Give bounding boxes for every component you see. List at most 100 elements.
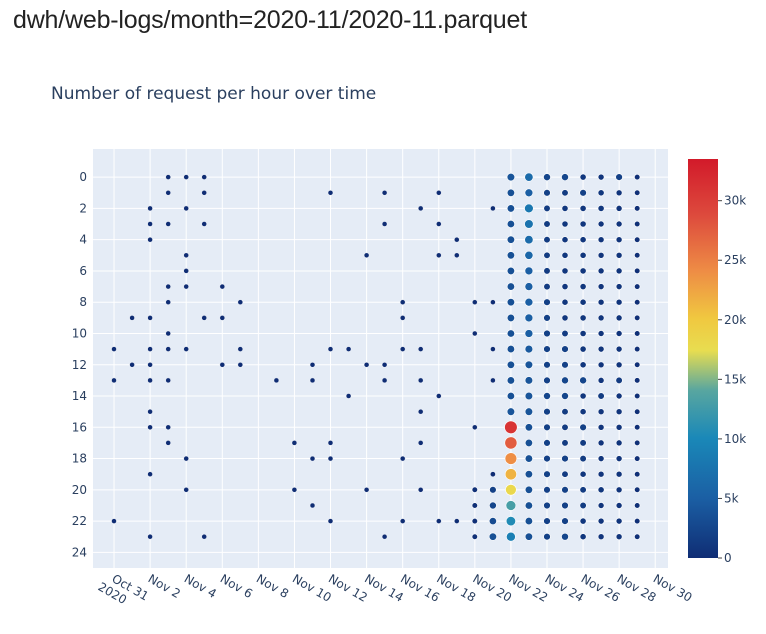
data-point[interactable] xyxy=(615,533,623,541)
data-point[interactable] xyxy=(505,516,516,527)
data-point[interactable] xyxy=(634,408,641,415)
data-point[interactable] xyxy=(615,173,623,181)
data-point[interactable] xyxy=(579,486,587,494)
data-point[interactable] xyxy=(543,501,551,510)
data-point[interactable] xyxy=(615,361,623,369)
data-point[interactable] xyxy=(201,174,207,180)
data-point[interactable] xyxy=(634,361,641,368)
data-point[interactable] xyxy=(579,376,587,385)
data-point[interactable] xyxy=(165,377,171,384)
data-point[interactable] xyxy=(579,533,587,541)
data-point[interactable] xyxy=(418,377,424,384)
data-point[interactable] xyxy=(201,190,207,196)
data-point[interactable] xyxy=(506,391,515,401)
data-point[interactable] xyxy=(488,532,497,541)
data-point[interactable] xyxy=(524,203,534,214)
data-point[interactable] xyxy=(147,471,153,477)
data-point[interactable] xyxy=(615,408,623,416)
data-point[interactable] xyxy=(543,204,551,212)
data-point[interactable] xyxy=(506,219,515,229)
data-point[interactable] xyxy=(543,189,551,197)
data-point[interactable] xyxy=(490,471,496,477)
data-point[interactable] xyxy=(634,439,641,446)
data-point[interactable] xyxy=(615,330,623,337)
data-point[interactable] xyxy=(524,376,534,385)
data-point[interactable] xyxy=(183,205,189,212)
data-point[interactable] xyxy=(381,190,388,196)
data-point[interactable] xyxy=(634,377,641,384)
data-point[interactable] xyxy=(147,409,153,415)
data-point[interactable] xyxy=(615,267,623,275)
data-point[interactable] xyxy=(597,220,605,228)
data-point[interactable] xyxy=(490,205,496,212)
data-point[interactable] xyxy=(309,362,316,368)
data-point[interactable] xyxy=(327,440,334,446)
data-point[interactable] xyxy=(597,502,605,509)
data-point[interactable] xyxy=(597,486,605,494)
data-point[interactable] xyxy=(418,409,424,415)
data-point[interactable] xyxy=(524,188,534,198)
data-point[interactable] xyxy=(524,470,533,479)
data-point[interactable] xyxy=(400,455,406,462)
data-point[interactable] xyxy=(472,299,478,305)
data-point[interactable] xyxy=(615,517,623,525)
data-point[interactable] xyxy=(147,205,153,212)
data-point[interactable] xyxy=(543,517,551,525)
data-point[interactable] xyxy=(489,501,497,510)
data-point[interactable] xyxy=(400,299,406,305)
data-point[interactable] xyxy=(201,315,207,321)
data-point[interactable] xyxy=(488,517,497,526)
data-point[interactable] xyxy=(561,189,569,197)
data-point[interactable] xyxy=(561,361,569,369)
data-point[interactable] xyxy=(615,376,623,384)
data-point[interactable] xyxy=(634,392,641,400)
data-point[interactable] xyxy=(615,220,623,228)
data-point[interactable] xyxy=(418,440,424,446)
data-point[interactable] xyxy=(524,329,534,338)
data-point[interactable] xyxy=(363,487,370,493)
data-point[interactable] xyxy=(327,190,334,196)
data-point[interactable] xyxy=(597,517,605,525)
data-point[interactable] xyxy=(436,393,442,399)
data-point[interactable] xyxy=(615,298,623,306)
data-point[interactable] xyxy=(543,532,551,541)
data-point[interactable] xyxy=(597,314,605,322)
data-point[interactable] xyxy=(561,173,569,181)
data-point[interactable] xyxy=(147,346,153,352)
data-point[interactable] xyxy=(345,346,352,352)
data-point[interactable] xyxy=(165,190,171,196)
data-point[interactable] xyxy=(615,251,623,259)
data-point[interactable] xyxy=(165,283,171,290)
data-point[interactable] xyxy=(524,250,534,260)
data-point[interactable] xyxy=(615,345,623,353)
data-point[interactable] xyxy=(111,518,117,524)
data-point[interactable] xyxy=(561,298,569,306)
data-point[interactable] xyxy=(615,455,623,462)
data-point[interactable] xyxy=(400,518,406,524)
data-point[interactable] xyxy=(543,392,551,400)
data-point[interactable] xyxy=(147,362,153,368)
data-point[interactable] xyxy=(524,391,534,401)
data-point[interactable] xyxy=(436,190,442,196)
data-point[interactable] xyxy=(579,423,587,431)
data-point[interactable] xyxy=(561,454,569,463)
data-point[interactable] xyxy=(543,329,551,338)
data-point[interactable] xyxy=(579,267,587,275)
data-point[interactable] xyxy=(506,188,515,197)
data-point[interactable] xyxy=(219,315,225,321)
data-point[interactable] xyxy=(634,502,641,509)
data-point[interactable] xyxy=(543,376,551,385)
data-point[interactable] xyxy=(561,204,569,212)
data-point[interactable] xyxy=(147,534,153,540)
data-point[interactable] xyxy=(291,440,298,446)
data-point[interactable] xyxy=(543,314,551,322)
data-point[interactable] xyxy=(579,220,587,228)
data-point[interactable] xyxy=(524,454,533,463)
data-point[interactable] xyxy=(597,189,605,197)
data-point[interactable] xyxy=(597,251,605,259)
data-point[interactable] xyxy=(561,314,569,322)
data-point[interactable] xyxy=(506,172,516,182)
data-point[interactable] xyxy=(543,298,551,306)
data-point[interactable] xyxy=(561,486,569,494)
data-point[interactable] xyxy=(327,455,334,462)
